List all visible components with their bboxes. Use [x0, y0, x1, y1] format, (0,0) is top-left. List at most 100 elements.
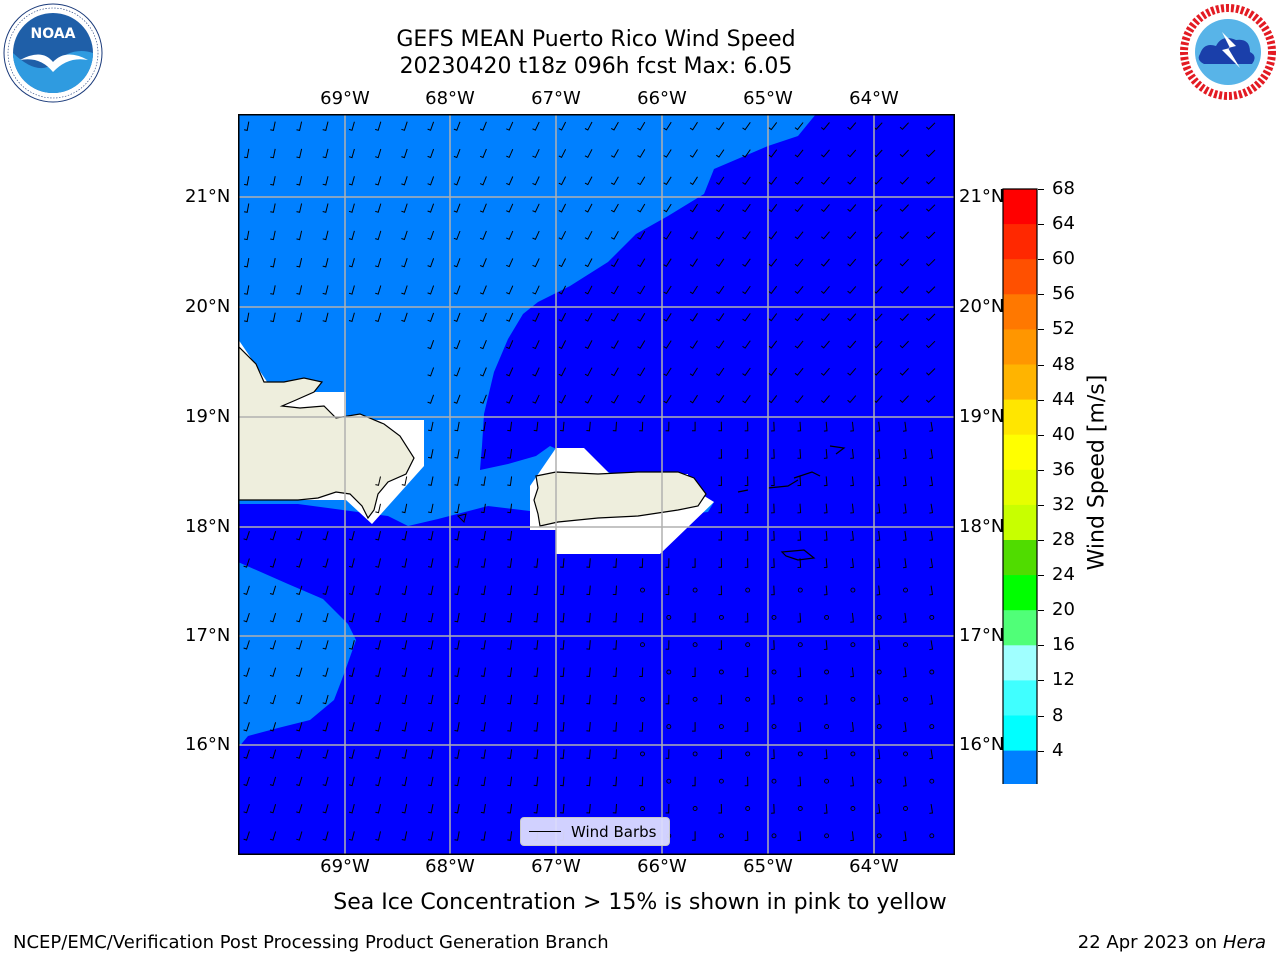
colorbar-segment — [1003, 469, 1037, 506]
wind-barb — [269, 804, 277, 814]
wind-barb — [847, 313, 857, 322]
wind-barb — [348, 148, 355, 159]
wind-barb — [637, 203, 646, 213]
wind-barb — [586, 640, 591, 650]
wind-barb — [401, 530, 408, 541]
colorbar-segment — [1003, 610, 1037, 646]
wind-barb — [926, 122, 936, 130]
wind-barb — [820, 340, 830, 349]
wind-barb — [560, 776, 565, 787]
wind-barb — [820, 231, 830, 240]
wind-barb — [850, 421, 854, 432]
colorbar-segment — [1003, 294, 1037, 330]
calm-wind-marker — [718, 833, 724, 839]
wind-barb — [243, 612, 250, 623]
wind-barb — [375, 776, 381, 787]
wind-barb — [586, 585, 591, 596]
wind-barb — [506, 176, 514, 186]
wind-barb — [847, 340, 857, 349]
wind-barb — [689, 121, 698, 131]
wind-barb — [375, 285, 382, 295]
wind-barb — [584, 285, 593, 295]
wind-barb — [269, 667, 277, 677]
lat-label-right: 21°N — [959, 186, 1005, 207]
wind-barb — [532, 285, 540, 295]
wind-barb — [348, 258, 355, 268]
wind-barb — [401, 121, 408, 131]
wind-barb — [506, 312, 514, 322]
wind-barb — [584, 203, 593, 213]
wind-barb — [929, 558, 934, 569]
wind-barb — [533, 749, 539, 759]
wind-barb — [296, 749, 303, 759]
wind-barb — [716, 367, 725, 377]
wind-barb — [296, 531, 303, 541]
wind-barb — [454, 612, 460, 623]
wind-barb — [296, 612, 303, 623]
wind-barb — [797, 449, 802, 459]
wind-barb — [558, 176, 567, 186]
wind-barb — [665, 585, 670, 596]
calm-wind-marker — [850, 751, 856, 757]
wind-barb — [348, 612, 355, 623]
calm-wind-marker — [903, 587, 908, 593]
wind-barb — [480, 749, 486, 759]
wind-barb — [899, 176, 909, 185]
wind-barb — [929, 531, 934, 541]
wind-barb — [427, 285, 435, 295]
colorbar-tick-label: 16 — [1052, 634, 1075, 656]
wind-barb — [322, 585, 329, 596]
wind-barb — [560, 803, 565, 814]
wind-barb — [586, 612, 591, 623]
calm-wind-marker — [666, 669, 672, 675]
wind-barb — [716, 149, 725, 158]
wind-barb — [375, 203, 382, 213]
wind-barb — [794, 204, 804, 213]
calm-wind-marker — [771, 833, 777, 839]
wind-barb — [428, 803, 434, 814]
wind-barb — [586, 667, 591, 678]
wind-barb — [401, 148, 408, 159]
wind-barb — [401, 285, 408, 295]
wind-barb — [797, 503, 802, 514]
wind-barb — [850, 558, 854, 569]
wind-barbs-layer — [243, 121, 936, 842]
wind-barb — [296, 776, 303, 787]
wind-barb — [296, 585, 303, 596]
wind-barb — [532, 394, 540, 404]
calm-wind-marker — [929, 614, 935, 620]
wind-barb — [427, 121, 435, 131]
wind-barb — [506, 340, 514, 350]
wind-barb — [428, 831, 434, 841]
wind-barb — [899, 313, 909, 322]
wind-barb — [243, 722, 250, 732]
calm-wind-marker — [929, 724, 935, 730]
wind-barb — [480, 585, 486, 596]
wind-barb — [902, 421, 907, 432]
wind-barb — [243, 585, 250, 596]
colorbar-tick-mark — [1038, 259, 1044, 261]
wind-barb — [507, 476, 513, 486]
colorbar-tick-mark — [1038, 364, 1044, 366]
wind-barb — [533, 585, 539, 596]
lon-label-bottom: 68°W — [425, 856, 475, 877]
wind-barb — [244, 203, 250, 213]
wind-barb — [322, 257, 329, 268]
wind-barb — [558, 312, 567, 322]
wind-barb — [453, 340, 461, 350]
wind-barb — [533, 640, 539, 650]
wind-barb — [610, 367, 619, 377]
wind-barb — [929, 585, 934, 596]
wind-barb — [454, 640, 460, 650]
wind-barb — [243, 531, 250, 541]
calm-wind-marker — [876, 614, 882, 620]
wind-barb — [718, 640, 723, 650]
wind-barb — [716, 176, 725, 185]
wind-barb — [771, 749, 775, 760]
wind-barb — [507, 612, 513, 623]
wind-barb — [584, 340, 593, 350]
wind-barb — [692, 831, 696, 841]
wind-barb — [507, 640, 513, 650]
wind-barb — [558, 203, 567, 213]
wind-barb — [270, 257, 276, 268]
